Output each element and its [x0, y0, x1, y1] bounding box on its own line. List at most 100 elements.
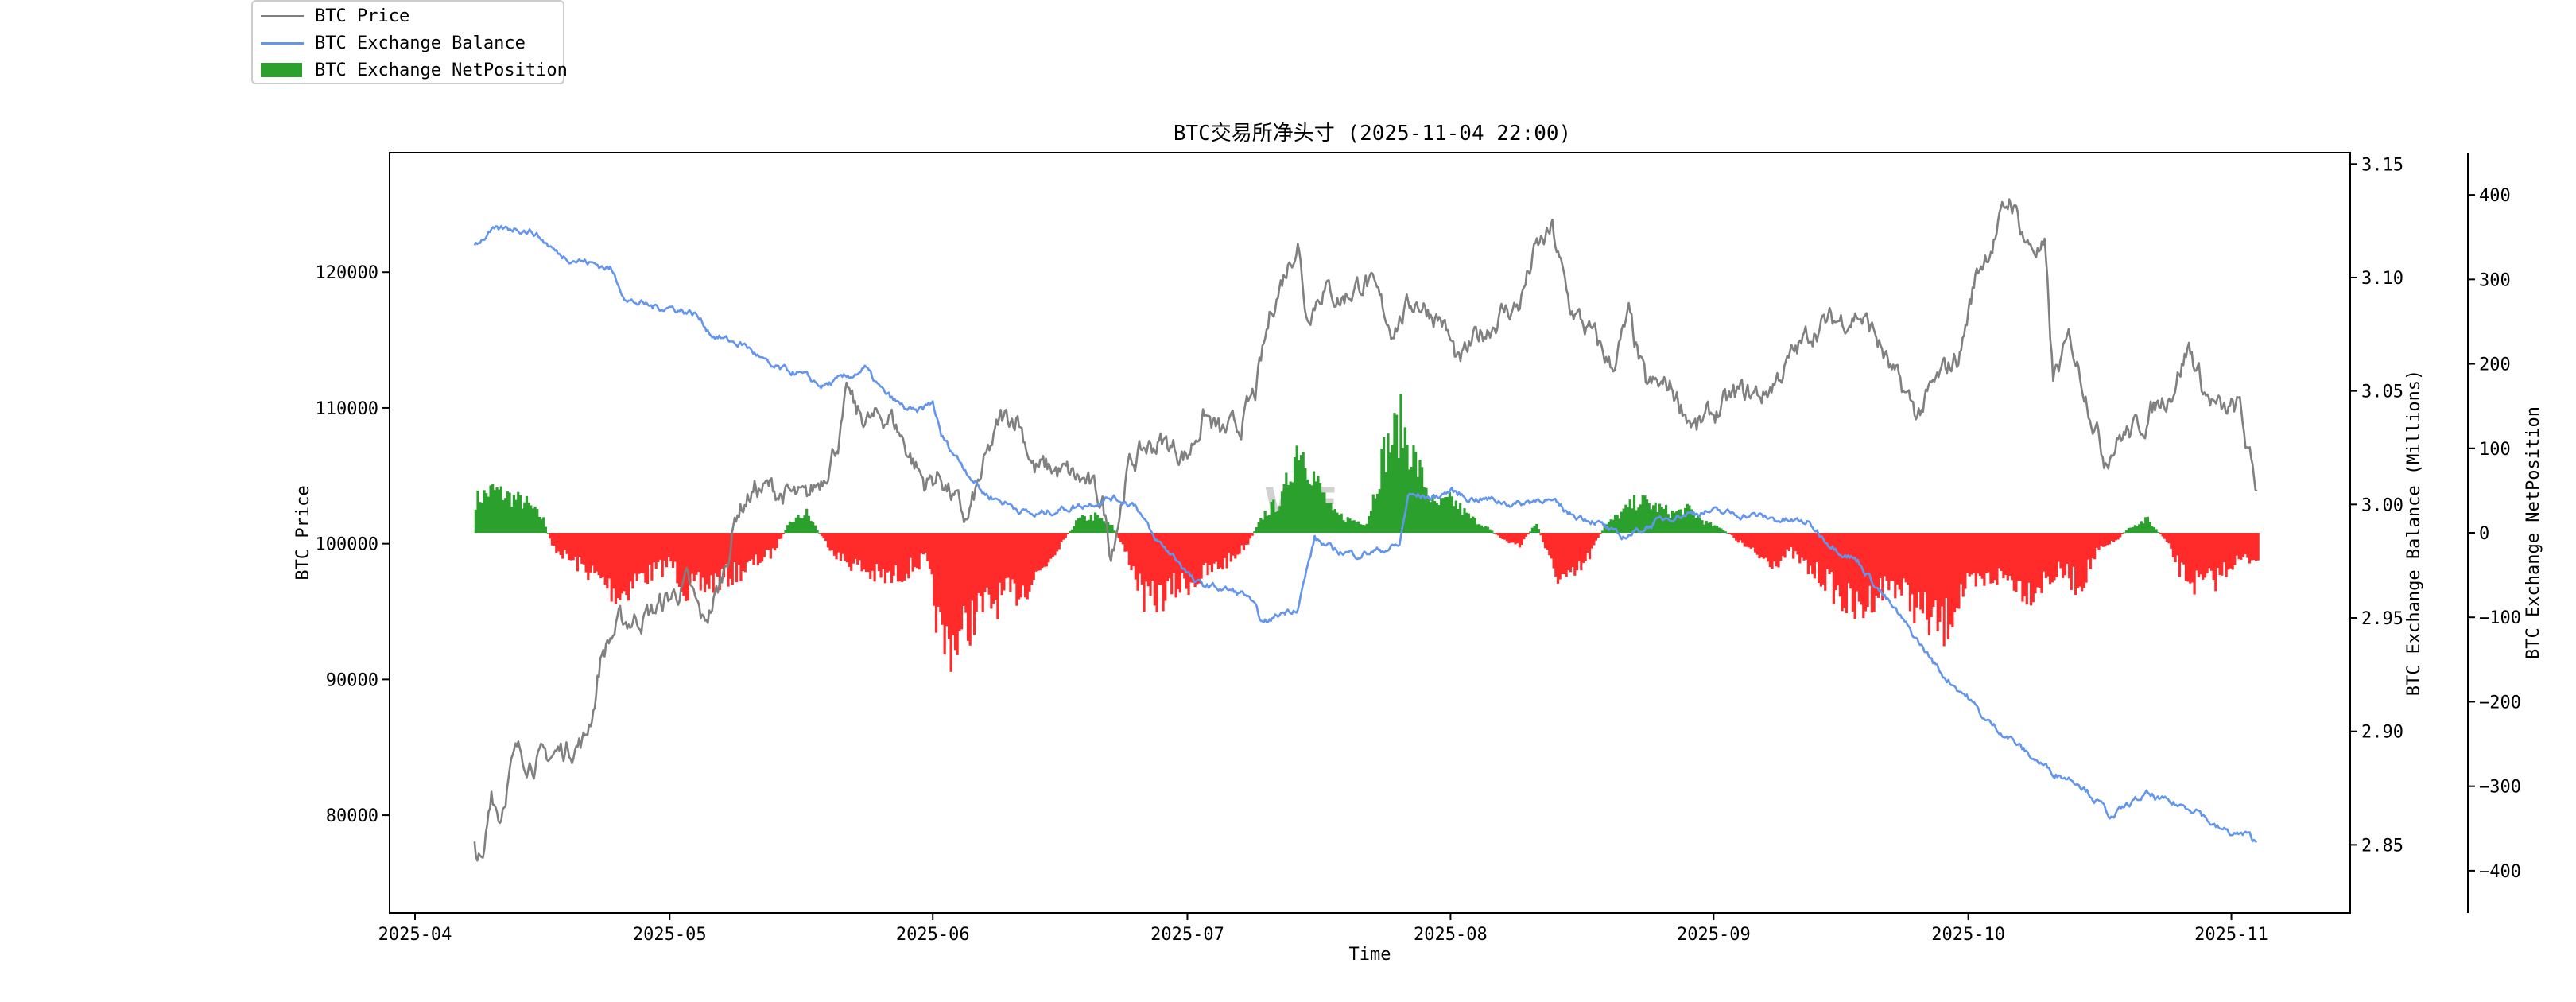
netposition-bar	[1291, 482, 1294, 533]
netposition-bar	[1236, 533, 1240, 555]
netposition-bar	[1543, 533, 1547, 549]
netposition-bar	[958, 533, 961, 631]
netposition-bar	[1327, 503, 1330, 533]
netposition-bar	[1938, 533, 1942, 622]
netposition-bar	[2146, 516, 2149, 533]
netposition-bar	[1571, 533, 1574, 568]
netposition-bar	[568, 533, 571, 561]
netposition-bar	[1957, 533, 1961, 609]
netposition-bar	[2025, 533, 2028, 605]
netposition-bar	[1527, 533, 1530, 535]
netposition-bar	[1255, 527, 1259, 533]
netposition-bar	[1183, 533, 1186, 579]
netposition-bar	[1412, 445, 1415, 533]
netposition-bar	[1930, 533, 1933, 617]
netposition-bar	[487, 496, 490, 533]
netposition-bar	[2120, 533, 2124, 534]
netposition-bar	[1314, 481, 1317, 533]
balance-tick-label: 2.95	[2361, 609, 2403, 629]
netposition-bar	[1978, 533, 1982, 576]
netposition-bar	[755, 533, 758, 555]
netposition-bar	[1036, 533, 1040, 571]
netposition-bar	[1590, 533, 1593, 549]
netposition-bar	[1378, 489, 1381, 533]
netposition-bar	[1594, 533, 1598, 541]
netposition-bar	[1121, 533, 1124, 545]
netposition-bar	[591, 533, 594, 566]
netposition-bar	[1666, 514, 1670, 533]
netposition-bar	[1380, 449, 1383, 533]
netposition-bar	[858, 533, 862, 561]
netposition-bar	[784, 530, 787, 533]
netposition-bar	[1798, 533, 1802, 564]
netposition-bar	[476, 490, 479, 533]
netposition-bar	[977, 533, 980, 593]
netposition-bar	[1088, 519, 1091, 533]
netposition-bar	[1716, 525, 1719, 533]
netposition-bar	[1818, 533, 1821, 583]
netposition-bar	[638, 533, 641, 574]
netposition-bar	[1501, 533, 1504, 540]
netposition-bar	[854, 533, 857, 559]
netposition-bar	[1469, 518, 1472, 533]
netposition-bar	[896, 533, 900, 582]
netposition-bar	[983, 533, 987, 592]
netposition-bar	[2016, 533, 2020, 581]
netposition-bar	[2044, 533, 2047, 578]
netposition-bar	[735, 533, 739, 583]
price-tick-label: 120000	[316, 263, 378, 283]
netposition-bar	[1902, 533, 1906, 579]
netposition-bar	[531, 508, 535, 533]
netposition-bar	[514, 499, 518, 533]
x-tick-label: 2025-04	[378, 925, 452, 945]
netposition-bar	[1083, 515, 1086, 533]
netposition-bar	[2144, 517, 2147, 533]
balance-axis-ticks: 2.85 2.90 2.95 3.00 3.05 3.10 3.15	[2350, 155, 2403, 856]
netposition-bar	[1212, 533, 1216, 564]
netposition-bar	[848, 533, 851, 567]
netposition-bar	[1596, 533, 1600, 538]
netposition-bar	[1819, 533, 1822, 587]
balance-tick-label: 3.05	[2361, 383, 2403, 402]
netposition-bar	[2221, 533, 2224, 576]
netposition-bar	[474, 509, 477, 533]
legend-swatch-balance	[261, 41, 304, 45]
netposition-bar	[1900, 533, 1903, 596]
netposition-bar	[2059, 533, 2062, 569]
netposition-bar	[839, 533, 842, 561]
netposition-bar	[939, 533, 942, 612]
netposition-bar	[2068, 533, 2071, 579]
netposition-bar	[2108, 533, 2111, 545]
netposition-bar	[1989, 533, 1992, 584]
netposition-bar	[1049, 533, 1053, 559]
netposition-bar	[1248, 533, 1252, 539]
netposition-bar	[1368, 515, 1371, 533]
netposition-tick-label: 0	[2479, 524, 2489, 544]
netposition-bar	[1921, 533, 1925, 614]
netposition-bar	[1622, 508, 1625, 533]
netposition-bar	[1030, 533, 1034, 585]
netposition-bar	[1136, 533, 1139, 591]
netposition-bar	[1800, 533, 1803, 558]
netposition-bar	[1620, 511, 1624, 533]
netposition-bar	[620, 533, 624, 594]
netposition-bar	[1251, 533, 1254, 536]
netposition-bar	[1651, 505, 1655, 533]
balance-axis-label: BTC Exchange Balance (Millions)	[2404, 370, 2424, 697]
netposition-bar	[1996, 533, 1999, 585]
netposition-bar	[981, 533, 984, 612]
netposition-bar	[852, 533, 855, 564]
netposition-bar	[2148, 522, 2151, 533]
netposition-bar	[1336, 512, 1339, 533]
netposition-bar	[1492, 533, 1496, 534]
netposition-bar	[1374, 498, 1377, 533]
netposition-bar	[799, 518, 802, 533]
netposition-bar	[774, 533, 777, 551]
netposition-bar	[1781, 533, 1784, 557]
netposition-bar	[1915, 533, 1918, 608]
netposition-bar	[480, 502, 483, 533]
netposition-bar	[1253, 531, 1256, 533]
netposition-bar	[1868, 533, 1872, 586]
netposition-bar	[1425, 487, 1428, 533]
netposition-bar	[512, 495, 515, 533]
